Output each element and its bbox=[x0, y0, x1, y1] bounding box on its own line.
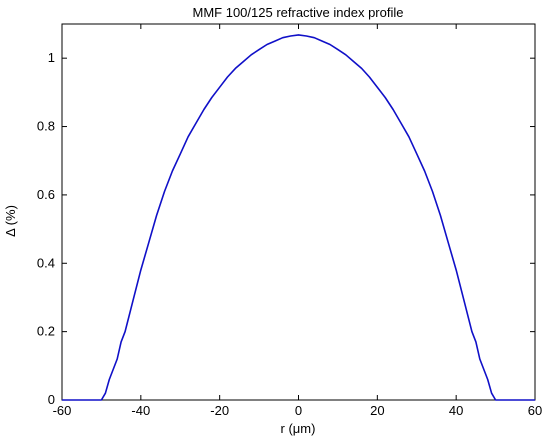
x-tick-label: 60 bbox=[528, 403, 542, 418]
axes-box bbox=[61, 23, 536, 401]
x-tick-label: 20 bbox=[370, 403, 384, 418]
y-tick-label: 0.6 bbox=[37, 187, 55, 202]
y-axis-label: Δ (%) bbox=[3, 205, 18, 237]
x-tick-label: 0 bbox=[295, 403, 302, 418]
x-tick-label: -40 bbox=[131, 403, 150, 418]
y-tick-label: 1 bbox=[48, 50, 55, 65]
y-tick-label: 0 bbox=[48, 392, 55, 407]
x-tick-label: -60 bbox=[53, 403, 72, 418]
y-tick-label: 0.8 bbox=[37, 119, 55, 134]
x-tick-label: -20 bbox=[210, 403, 229, 418]
x-tick-label: 40 bbox=[449, 403, 463, 418]
series-line bbox=[62, 34, 535, 401]
x-axis-label: r (μm) bbox=[281, 421, 316, 436]
y-tick-label: 0.4 bbox=[37, 255, 55, 270]
chart-title: MMF 100/125 refractive index profile bbox=[193, 5, 404, 20]
plot-area: -60 -40 -20 0 20 40 60 0 0.2 0.4 0.6 0.8 1 bbox=[37, 23, 542, 418]
y-tick-label: 0.2 bbox=[37, 324, 55, 339]
